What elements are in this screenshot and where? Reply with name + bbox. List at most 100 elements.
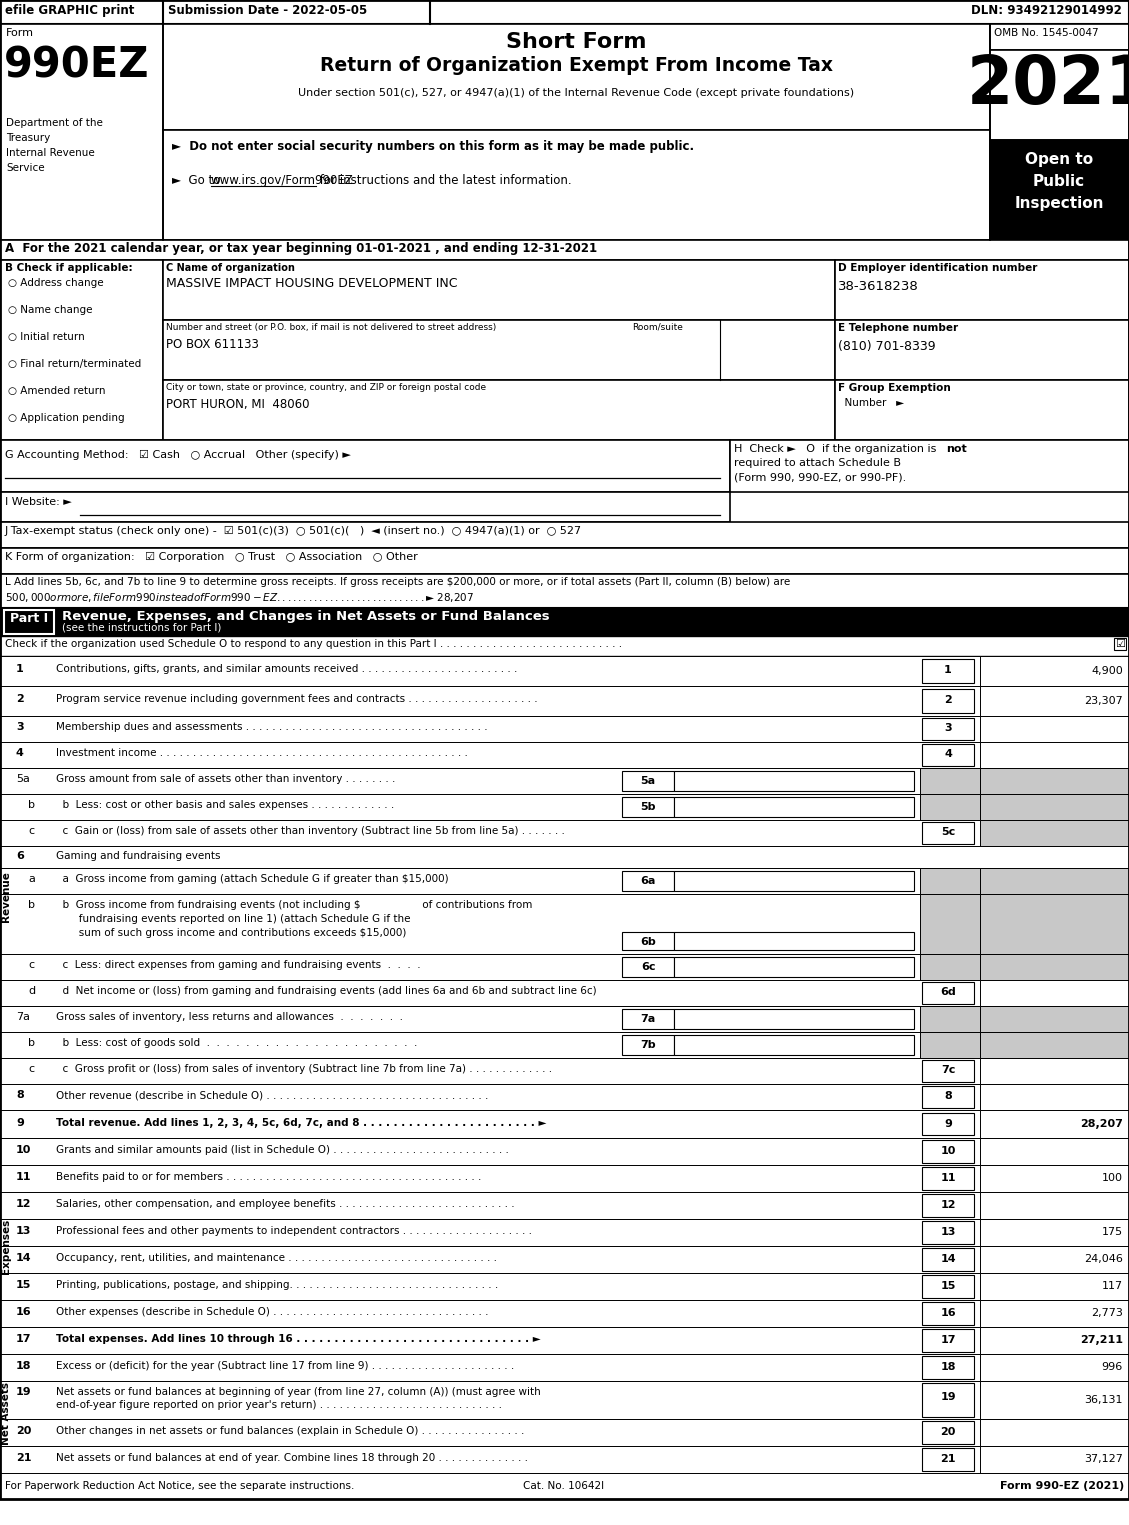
Text: 19: 19: [940, 1392, 956, 1401]
Bar: [0, 24, 1129, 239]
Bar: [922, 744, 974, 766]
Bar: [980, 1058, 1129, 1084]
Bar: [990, 50, 1129, 140]
Bar: [922, 1060, 974, 1083]
Bar: [835, 380, 1129, 441]
Bar: [674, 1035, 914, 1055]
Bar: [922, 1275, 974, 1298]
Bar: [0, 686, 1129, 717]
Text: Total expenses. Add lines 10 through 16 . . . . . . . . . . . . . . . . . . . . : Total expenses. Add lines 10 through 16 …: [56, 1334, 541, 1344]
Text: Gross sales of inventory, less returns and allowances  .  .  .  .  .  .  .: Gross sales of inventory, less returns a…: [56, 1013, 403, 1022]
Text: Number   ►: Number ►: [838, 398, 904, 409]
Text: DLN: 93492129014992: DLN: 93492129014992: [971, 5, 1122, 17]
Bar: [980, 743, 1129, 769]
Text: 11: 11: [940, 1173, 956, 1183]
Bar: [980, 656, 1129, 686]
Text: Submission Date - 2022-05-05: Submission Date - 2022-05-05: [168, 5, 367, 17]
Bar: [0, 820, 1129, 846]
Text: for instructions and the latest information.: for instructions and the latest informat…: [316, 174, 571, 188]
Text: For Paperwork Reduction Act Notice, see the separate instructions.: For Paperwork Reduction Act Notice, see …: [5, 1481, 355, 1491]
Text: 1: 1: [944, 665, 952, 676]
Text: 37,127: 37,127: [1084, 1453, 1123, 1464]
Bar: [922, 1194, 974, 1217]
Bar: [674, 798, 914, 817]
Text: www.irs.gov/Form990EZ: www.irs.gov/Form990EZ: [211, 174, 353, 188]
Text: required to attach Schedule B: required to attach Schedule B: [734, 458, 901, 468]
Text: 4: 4: [944, 749, 952, 759]
Text: Service: Service: [6, 163, 45, 172]
Text: $500,000 or more, file Form 990 instead of Form 990-EZ . . . . . . . . . . . . .: $500,000 or more, file Form 990 instead …: [5, 592, 474, 604]
Bar: [0, 608, 1129, 636]
Text: Net assets or fund balances at beginning of year (from line 27, column (A)) (mus: Net assets or fund balances at beginning…: [56, 1388, 541, 1397]
Text: ○ Initial return: ○ Initial return: [8, 332, 85, 342]
Text: 13: 13: [940, 1228, 955, 1237]
Text: OMB No. 1545-0047: OMB No. 1545-0047: [994, 27, 1099, 38]
Bar: [980, 1193, 1129, 1218]
Text: Contributions, gifts, grants, and similar amounts received . . . . . . . . . . .: Contributions, gifts, grants, and simila…: [56, 663, 517, 674]
Bar: [0, 547, 1129, 573]
Text: 14: 14: [16, 1254, 32, 1263]
Text: ►  Do not enter social security numbers on this form as it may be made public.: ► Do not enter social security numbers o…: [172, 140, 694, 153]
Text: (810) 701-8339: (810) 701-8339: [838, 340, 936, 352]
Text: Short Form: Short Form: [506, 32, 646, 52]
Text: MASSIVE IMPACT HOUSING DEVELOPMENT INC: MASSIVE IMPACT HOUSING DEVELOPMENT INC: [166, 278, 457, 290]
Text: 10: 10: [940, 1145, 955, 1156]
Bar: [980, 795, 1129, 820]
Text: Program service revenue including government fees and contracts . . . . . . . . : Program service revenue including govern…: [56, 694, 537, 705]
Bar: [980, 1299, 1129, 1327]
Bar: [922, 1421, 974, 1444]
Text: Cat. No. 10642I: Cat. No. 10642I: [524, 1481, 604, 1491]
Bar: [980, 686, 1129, 717]
Bar: [990, 140, 1129, 239]
Text: 9: 9: [16, 1118, 24, 1128]
Bar: [980, 1273, 1129, 1299]
Text: d  Net income or (loss) from gaming and fundraising events (add lines 6a and 6b : d Net income or (loss) from gaming and f…: [56, 987, 596, 996]
Bar: [920, 955, 980, 981]
Bar: [674, 932, 914, 950]
Bar: [0, 493, 730, 522]
Bar: [980, 1165, 1129, 1193]
Text: 1: 1: [16, 663, 24, 674]
Text: 117: 117: [1102, 1281, 1123, 1292]
Bar: [0, 1006, 1129, 1032]
Text: 6b: 6b: [640, 936, 656, 947]
Bar: [980, 1006, 1129, 1032]
Text: Gaming and fundraising events: Gaming and fundraising events: [56, 851, 220, 862]
Bar: [0, 1058, 1129, 1084]
Bar: [922, 659, 974, 683]
Bar: [980, 868, 1129, 894]
Bar: [163, 259, 835, 320]
Text: ○ Name change: ○ Name change: [8, 305, 93, 316]
Text: 2,773: 2,773: [1091, 1308, 1123, 1318]
Text: 20: 20: [16, 1426, 32, 1437]
Text: 15: 15: [940, 1281, 955, 1292]
Text: Benefits paid to or for members . . . . . . . . . . . . . . . . . . . . . . . . : Benefits paid to or for members . . . . …: [56, 1173, 481, 1182]
Text: Professional fees and other payments to independent contractors . . . . . . . . : Professional fees and other payments to …: [56, 1226, 532, 1235]
Text: Other revenue (describe in Schedule O) . . . . . . . . . . . . . . . . . . . . .: Other revenue (describe in Schedule O) .…: [56, 1090, 489, 1100]
Text: a  Gross income from gaming (attach Schedule G if greater than $15,000): a Gross income from gaming (attach Sched…: [56, 874, 448, 884]
Text: PO BOX 611133: PO BOX 611133: [166, 339, 259, 351]
Bar: [0, 717, 1129, 743]
Text: G Accounting Method:   ☑ Cash   ○ Accrual   Other (specify) ►: G Accounting Method: ☑ Cash ○ Accrual Ot…: [5, 450, 351, 461]
Bar: [980, 1218, 1129, 1246]
Bar: [0, 1273, 1129, 1299]
Text: 8: 8: [16, 1090, 24, 1100]
Text: 23,307: 23,307: [1084, 695, 1123, 706]
Text: Membership dues and assessments . . . . . . . . . . . . . . . . . . . . . . . . : Membership dues and assessments . . . . …: [56, 721, 488, 732]
Text: b: b: [28, 801, 35, 810]
Text: efile GRAPHIC print: efile GRAPHIC print: [5, 5, 134, 17]
Text: 4,900: 4,900: [1092, 666, 1123, 676]
Bar: [980, 1354, 1129, 1382]
Text: Return of Organization Exempt From Income Tax: Return of Organization Exempt From Incom…: [320, 56, 832, 75]
Text: K Form of organization:   ☑ Corporation   ○ Trust   ○ Association   ○ Other: K Form of organization: ☑ Corporation ○ …: [5, 552, 418, 563]
Text: c  Less: direct expenses from gaming and fundraising events  .  .  .  .: c Less: direct expenses from gaming and …: [56, 961, 421, 970]
Bar: [163, 320, 835, 380]
Bar: [990, 24, 1129, 50]
Text: 13: 13: [16, 1226, 32, 1235]
Text: 18: 18: [940, 1362, 956, 1372]
Text: Total revenue. Add lines 1, 2, 3, 4, 5c, 6d, 7c, and 8 . . . . . . . . . . . . .: Total revenue. Add lines 1, 2, 3, 4, 5c,…: [56, 1118, 546, 1128]
Bar: [922, 1167, 974, 1190]
Bar: [922, 1383, 974, 1417]
Bar: [622, 958, 674, 978]
Bar: [674, 958, 914, 978]
